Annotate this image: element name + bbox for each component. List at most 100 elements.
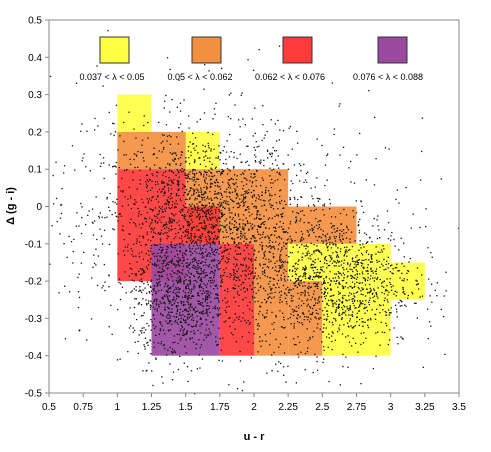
point-3644: [271, 311, 273, 314]
point-3502: [260, 345, 262, 347]
point-2789: [132, 331, 134, 333]
point-2402: [377, 287, 379, 289]
point-3813: [240, 230, 242, 233]
point-1945: [366, 266, 369, 269]
point-1684: [305, 267, 307, 270]
point-615: [191, 194, 193, 197]
point-4117: [338, 105, 340, 107]
point-3747: [326, 179, 328, 181]
point-190: [134, 203, 136, 205]
point-2950: [159, 321, 161, 323]
point-3455: [263, 252, 265, 254]
point-2583: [356, 316, 358, 319]
point-2395: [363, 332, 365, 334]
point-2973: [159, 267, 161, 269]
point-2899: [160, 289, 163, 291]
point-3717: [239, 279, 241, 281]
point-2050: [349, 305, 351, 307]
point-222: [332, 225, 334, 227]
point-2417: [309, 313, 311, 315]
point-1354: [91, 221, 94, 224]
point-3701: [164, 208, 166, 210]
point-4096: [205, 150, 208, 152]
point-1681: [392, 273, 394, 275]
point-3494: [328, 264, 331, 267]
point-1916: [351, 257, 354, 259]
point-2620: [152, 324, 154, 326]
point-549: [212, 226, 214, 228]
point-2588: [290, 279, 292, 281]
point-1591: [358, 224, 360, 226]
point-213: [215, 251, 218, 254]
point-3365: [245, 275, 247, 277]
point-1363: [153, 264, 155, 266]
point-4119: [196, 207, 199, 209]
point-317: [163, 192, 165, 194]
point-1278: [166, 235, 169, 237]
point-623: [210, 219, 212, 221]
point-897: [200, 280, 202, 282]
point-1210: [235, 246, 237, 248]
point-2: [218, 230, 220, 232]
point-2411: [355, 265, 357, 267]
point-3709: [228, 207, 230, 209]
point-2843: [175, 298, 178, 300]
point-1656: [322, 361, 324, 364]
point-2649: [202, 311, 204, 313]
point-4145: [166, 57, 169, 59]
point-3264: [185, 273, 187, 275]
point-1296: [177, 182, 180, 184]
point-397: [230, 228, 232, 230]
point-2056: [298, 307, 300, 309]
point-128: [219, 262, 221, 264]
point-821: [106, 198, 108, 200]
point-2043: [361, 289, 364, 291]
point-3663: [347, 325, 350, 328]
point-2872: [149, 306, 152, 308]
point-358: [98, 217, 101, 219]
point-2031: [370, 268, 372, 270]
point-4069: [289, 196, 291, 199]
point-2910: [161, 268, 164, 270]
point-866: [228, 244, 230, 246]
point-2251: [270, 234, 272, 237]
point-1290: [193, 184, 196, 186]
point-1544: [436, 295, 438, 297]
point-4098: [218, 216, 220, 218]
point-2381: [285, 288, 287, 290]
point-1834: [306, 300, 308, 302]
point-286: [244, 124, 246, 126]
point-877: [192, 168, 194, 171]
point-214: [195, 181, 197, 183]
point-154: [197, 189, 199, 192]
point-939: [193, 193, 195, 196]
point-2061: [407, 294, 409, 297]
point-3604: [264, 221, 266, 223]
point-3689: [351, 245, 354, 248]
point-1372: [208, 175, 210, 177]
point-4149: [421, 117, 424, 119]
point-1346: [201, 252, 204, 254]
point-2092: [344, 246, 346, 248]
point-4159: [382, 281, 384, 283]
point-3905: [58, 292, 60, 294]
point-4051: [108, 286, 110, 288]
point-1504: [350, 275, 353, 277]
point-720: [216, 293, 218, 295]
point-1764: [359, 300, 361, 302]
point-1491: [293, 164, 296, 166]
point-3776: [244, 197, 246, 199]
point-3669: [208, 236, 211, 238]
point-1117: [187, 150, 189, 152]
point-46: [124, 246, 126, 248]
point-3882: [197, 329, 199, 332]
point-1110: [155, 220, 157, 222]
point-3415: [176, 280, 178, 282]
point-505: [131, 268, 133, 270]
point-215: [220, 209, 222, 212]
point-2394: [301, 244, 303, 246]
point-355: [195, 259, 197, 261]
point-3311: [327, 315, 329, 318]
point-231: [223, 250, 225, 252]
point-530: [313, 282, 315, 285]
